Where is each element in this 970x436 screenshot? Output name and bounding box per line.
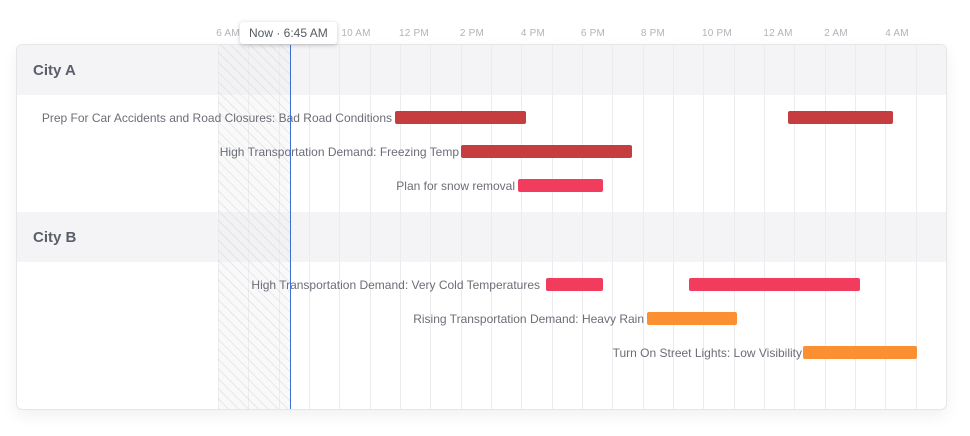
alert-bar[interactable] [647, 312, 737, 325]
grid-line [916, 45, 917, 409]
grid-line [400, 45, 401, 409]
timeline-row: Prep For Car Accidents and Road Closures… [17, 109, 946, 129]
group-title: City B [33, 229, 77, 246]
time-axis: 6 AM 10 AM 12 PM 2 PM 4 PM 6 PM 8 PM 10 … [0, 28, 970, 44]
alert-bar[interactable] [546, 278, 603, 291]
grid-line [855, 45, 856, 409]
time-tick: 10 PM [702, 28, 732, 39]
row-label: Plan for snow removal [396, 179, 515, 193]
grid-line [885, 45, 886, 409]
grid-line [430, 45, 431, 409]
grid-line [218, 45, 219, 409]
alert-bar[interactable] [461, 145, 632, 158]
row-label: Turn On Street Lights: Low Visibility [612, 346, 802, 360]
row-label: High Transportation Demand: Very Cold Te… [251, 278, 540, 292]
time-tick: 12 AM [763, 28, 793, 39]
grid-line [309, 45, 310, 409]
time-tick: 4 PM [520, 28, 546, 39]
time-tick: 12 PM [399, 28, 429, 39]
grid-line [370, 45, 371, 409]
time-tick: 4 AM [885, 28, 909, 39]
timeline-row: Turn On Street Lights: Low Visibility [17, 344, 946, 364]
group-header-city-b[interactable]: City B [17, 212, 946, 262]
grid-line [491, 45, 492, 409]
timeline-row: Rising Transportation Demand: Heavy Rain [17, 310, 946, 330]
row-label: Rising Transportation Demand: Heavy Rain [413, 312, 644, 326]
timeline-row: High Transportation Demand: Freezing Tem… [17, 143, 946, 163]
now-indicator-line [290, 45, 291, 409]
grid-line [582, 45, 583, 409]
grid-line [461, 45, 462, 409]
alert-bar[interactable] [518, 179, 603, 192]
grid-line [734, 45, 735, 409]
timeline-row: Plan for snow removal [17, 177, 946, 197]
alert-bar[interactable] [395, 111, 526, 124]
grid-line [339, 45, 340, 409]
group-header-city-a[interactable]: City A [17, 45, 946, 95]
time-tick: 6 AM [216, 28, 240, 39]
timeline-row: High Transportation Demand: Very Cold Te… [17, 276, 946, 296]
grid-line [794, 45, 795, 409]
time-tick: 6 PM [580, 28, 606, 39]
time-tick: 10 AM [341, 28, 371, 39]
grid-line [612, 45, 613, 409]
time-tick: 8 PM [640, 28, 666, 39]
grid-line [703, 45, 704, 409]
grid-line [673, 45, 674, 409]
grid-line [825, 45, 826, 409]
alert-bar[interactable] [803, 346, 917, 359]
alert-bar[interactable] [788, 111, 893, 124]
grid-line [521, 45, 522, 409]
grid-line [552, 45, 553, 409]
grid-line [764, 45, 765, 409]
time-tick: 2 PM [459, 28, 485, 39]
row-label: Prep For Car Accidents and Road Closures… [41, 111, 392, 125]
row-label: High Transportation Demand: Freezing Tem… [219, 145, 459, 159]
grid-line [643, 45, 644, 409]
past-time-zone [218, 45, 291, 409]
alert-bar[interactable] [689, 278, 860, 291]
grid-line [248, 45, 249, 409]
group-title: City A [33, 62, 76, 79]
timeline-panel: City A City B Prep For Car Accidents and… [16, 44, 947, 410]
grid-line [279, 45, 280, 409]
time-tick: 2 AM [824, 28, 848, 39]
now-time-tooltip: Now · 6:45 AM [240, 22, 337, 44]
